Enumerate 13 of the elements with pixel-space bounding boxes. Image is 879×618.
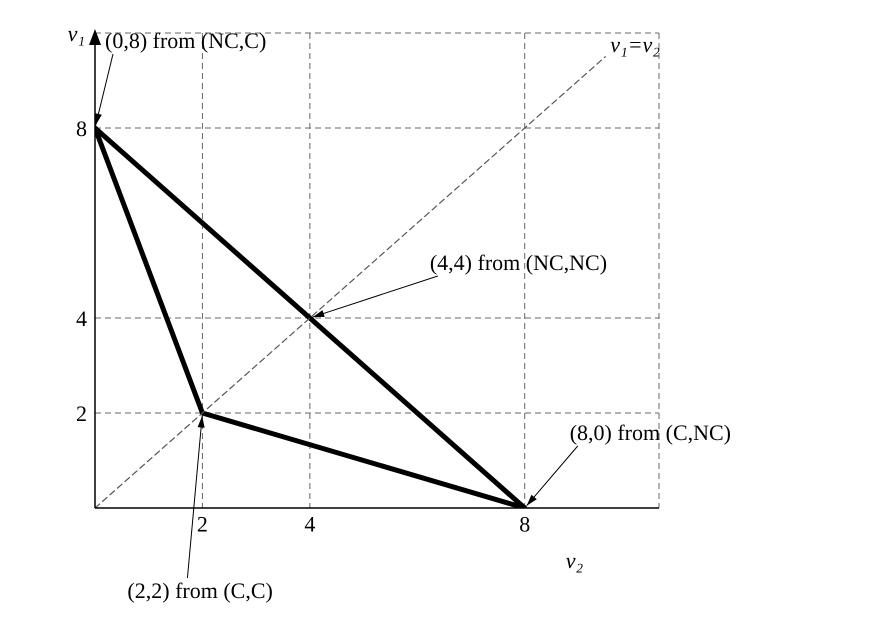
y-tick-label: 4 bbox=[76, 306, 87, 331]
annotation: (8,0) from (C,NC) bbox=[570, 420, 732, 445]
annotation: (4,4) from (NC,NC) bbox=[430, 250, 608, 275]
series-label: v₁=v₂ bbox=[610, 32, 660, 57]
y-tick-label: 8 bbox=[76, 116, 87, 141]
annotation: (0,8) from (NC,C) bbox=[105, 28, 266, 53]
y-tick-label: 2 bbox=[76, 400, 87, 426]
x-tick-label: 4 bbox=[304, 512, 316, 537]
y-axis-title: v₁ bbox=[68, 21, 85, 46]
annotation: (2,2) from (C,C) bbox=[127, 578, 273, 603]
x-tick-label: 2 bbox=[196, 512, 208, 537]
x-tick-label: 8 bbox=[519, 512, 530, 537]
x-axis-title: v₂ bbox=[566, 548, 584, 573]
